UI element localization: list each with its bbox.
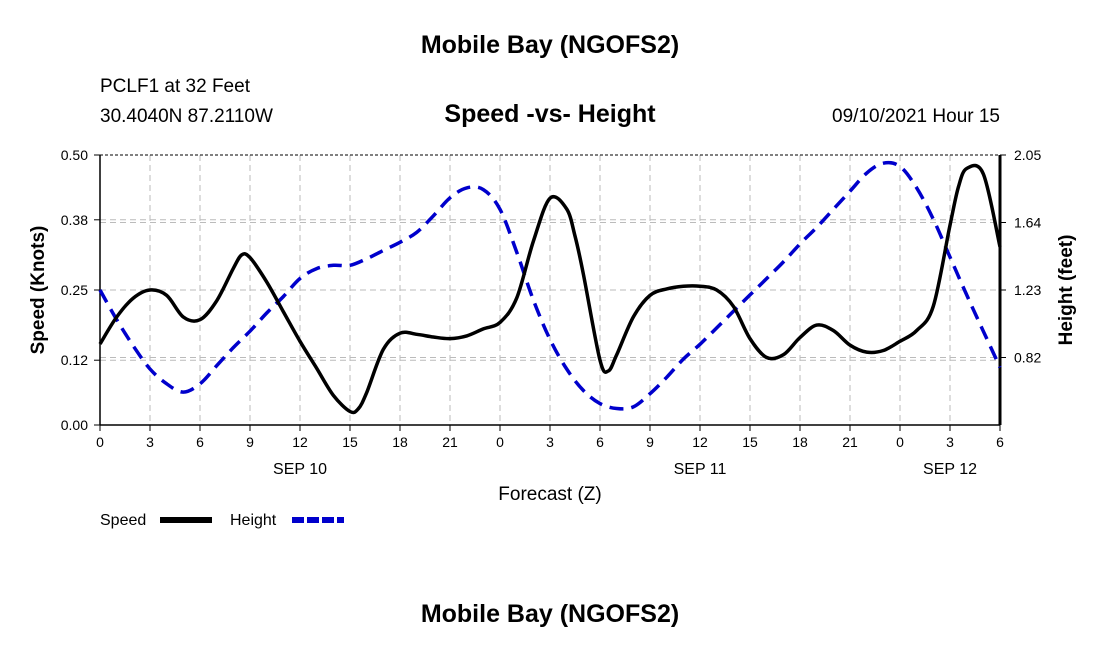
y-tick-label: 0.00 [61, 417, 88, 433]
x-tick-label: 18 [392, 434, 408, 450]
y-tick-label: 0.38 [61, 212, 88, 228]
height-series-line [98, 160, 1002, 411]
x-tick-label: 3 [546, 434, 554, 450]
x-tick-label: 6 [196, 434, 204, 450]
date-label: SEP 12 [923, 461, 977, 478]
x-tick-label: 12 [292, 434, 308, 450]
legend-speed-label: Speed [100, 512, 146, 529]
x-tick-label: 9 [646, 434, 654, 450]
date-label: SEP 10 [273, 461, 327, 478]
y-tick-label: 0.25 [61, 282, 88, 298]
x-tick-label: 12 [692, 434, 708, 450]
forecast-timestamp: 09/10/2021 Hour 15 [832, 106, 1000, 127]
y-tick-label: 0.12 [61, 352, 88, 368]
x-tick-label: 21 [442, 434, 458, 450]
x-tick-label: 21 [842, 434, 858, 450]
y2-tick-label: 1.23 [1014, 282, 1041, 298]
legend-height-label: Height [230, 512, 277, 529]
y-tick-label: 0.50 [61, 147, 88, 163]
x-axis-title: Forecast (Z) [498, 484, 601, 505]
chart-subtitle: Speed -vs- Height [444, 100, 656, 128]
speed-series-line [98, 163, 1002, 415]
chart-title-bottom: Mobile Bay (NGOFS2) [420, 600, 680, 628]
x-tick-label: 0 [896, 434, 904, 450]
y2-axis-title: Height (feet) [1056, 235, 1077, 346]
coordinates-label: 30.4040N 87.2110W [100, 106, 273, 127]
y2-tick-label: 1.64 [1014, 215, 1041, 231]
y-axis-title: Speed (Knots) [28, 226, 49, 355]
x-tick-label: 3 [146, 434, 154, 450]
station-label: PCLF1 at 32 Feet [100, 76, 250, 97]
y2-tick-label: 0.82 [1014, 350, 1041, 366]
x-tick-label: 15 [742, 434, 758, 450]
x-tick-label: 9 [246, 434, 254, 450]
chart-title-top: Mobile Bay (NGOFS2) [420, 31, 680, 59]
y2-tick-label: 2.05 [1014, 147, 1041, 163]
x-tick-label: 18 [792, 434, 808, 450]
x-tick-label: 0 [96, 434, 104, 450]
x-tick-label: 15 [342, 434, 358, 450]
date-label: SEP 11 [674, 461, 727, 478]
x-tick-label: 6 [596, 434, 604, 450]
x-tick-label: 3 [946, 434, 954, 450]
x-tick-label: 0 [496, 434, 504, 450]
x-tick-label: 6 [996, 434, 1004, 450]
